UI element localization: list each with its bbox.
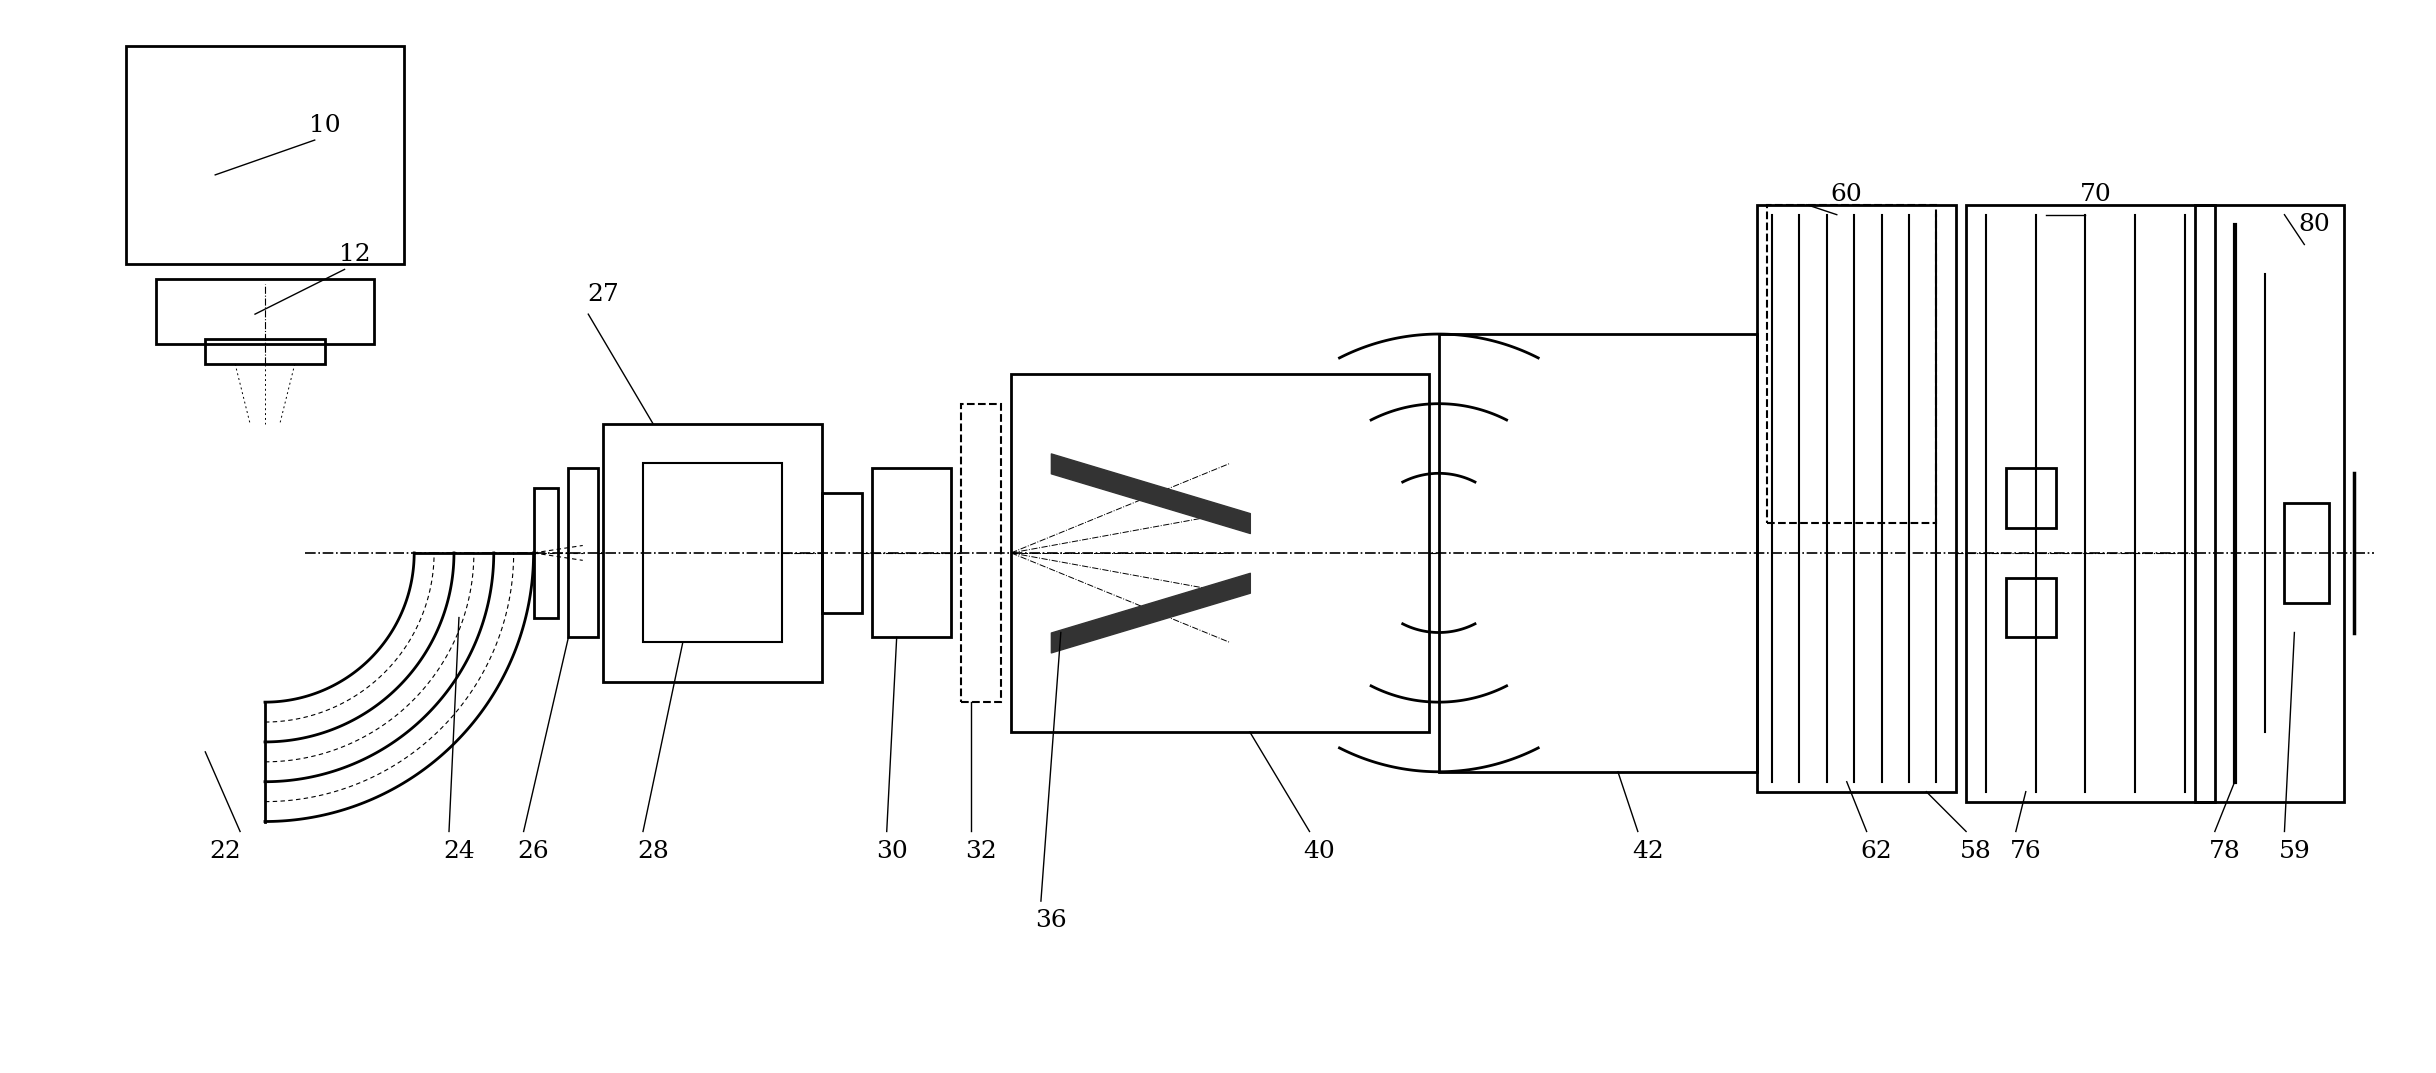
Bar [1766,205,1937,523]
Bar [2195,205,2343,802]
Text: 27: 27 [587,283,619,306]
Text: 60: 60 [1832,183,1864,206]
Bar [533,488,558,618]
Text: 26: 26 [519,840,551,863]
Text: 22: 22 [209,840,241,863]
Bar [604,424,821,682]
Text: 40: 40 [1303,840,1335,863]
Text: 70: 70 [2080,183,2112,206]
Bar [1440,334,1756,771]
Text: 28: 28 [638,840,670,863]
Bar [821,494,862,613]
Bar [872,468,952,637]
Text: 10: 10 [309,114,341,136]
Bar [1011,373,1430,732]
Text: 42: 42 [1632,840,1664,863]
Text: 62: 62 [1861,840,1893,863]
Bar [205,339,324,364]
Text: 58: 58 [1961,840,1993,863]
Text: 78: 78 [2209,840,2241,863]
Text: 30: 30 [877,840,909,863]
Bar [1966,205,2214,802]
Bar [1756,205,1956,792]
Bar [2005,577,2056,637]
Bar [2285,503,2329,603]
Text: 24: 24 [443,840,475,863]
Text: 36: 36 [1035,910,1067,932]
Bar [568,468,599,637]
Text: 59: 59 [2278,840,2309,863]
Bar [643,464,782,643]
Bar [962,403,1001,702]
Bar [127,45,404,264]
Bar [2005,468,2056,528]
Text: 32: 32 [965,840,996,863]
Text: 12: 12 [339,242,370,266]
Bar [156,279,375,344]
Text: 76: 76 [2010,840,2041,863]
Text: 80: 80 [2300,214,2331,236]
